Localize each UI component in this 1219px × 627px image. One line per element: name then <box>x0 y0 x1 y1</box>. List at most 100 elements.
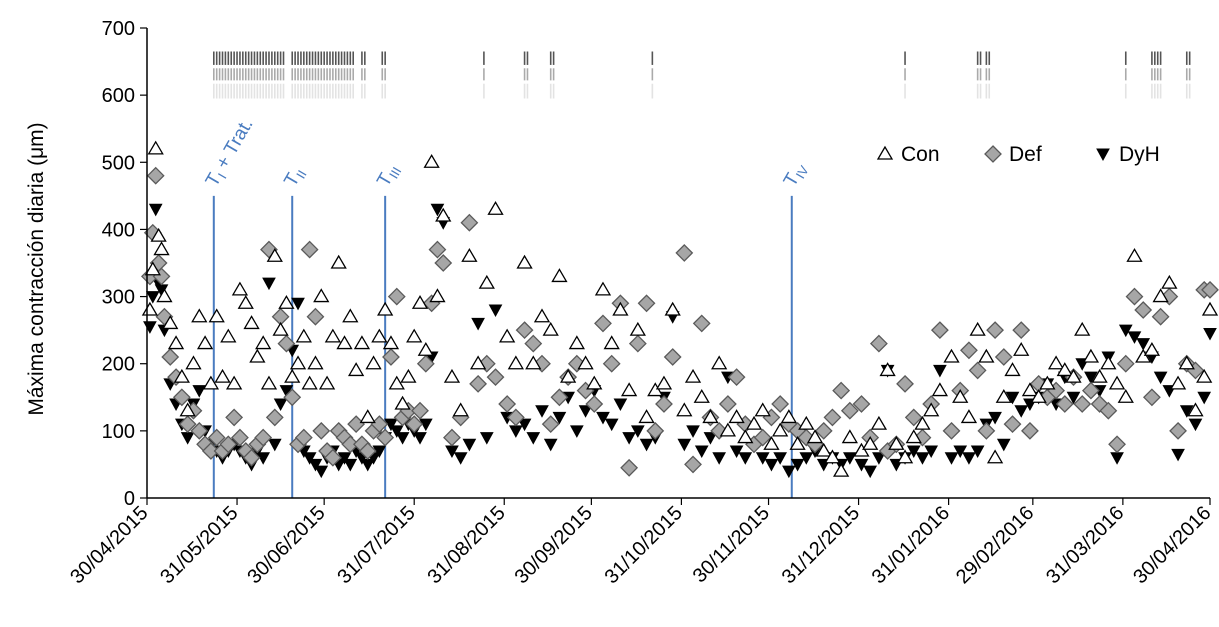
point-def <box>506 408 525 427</box>
point-def <box>594 314 612 333</box>
point-dyh <box>712 452 727 465</box>
point-dyh <box>944 452 959 465</box>
legend-item-def: Def <box>984 143 1042 166</box>
point-dyh <box>578 405 593 418</box>
point-con <box>301 375 318 390</box>
legend-label: Def <box>1009 143 1042 166</box>
point-dyh <box>543 438 558 452</box>
point-def <box>896 374 914 393</box>
point-con <box>388 375 405 390</box>
point-con <box>754 402 771 417</box>
point-dyh <box>273 398 288 412</box>
point-dyh <box>953 445 968 459</box>
point-con <box>324 328 342 343</box>
point-con <box>156 288 173 303</box>
point-con <box>745 415 763 430</box>
point-con <box>676 402 693 417</box>
point-con <box>841 429 858 444</box>
point-con <box>862 435 879 450</box>
point-dyh <box>639 438 654 452</box>
point-con <box>612 301 629 316</box>
point-con <box>423 153 440 168</box>
point-con <box>1143 341 1161 356</box>
point-def <box>254 428 273 447</box>
point-con <box>336 335 353 350</box>
point-con <box>278 294 295 309</box>
point-con <box>313 288 330 303</box>
point-dyh <box>613 398 628 412</box>
point-def <box>219 435 238 454</box>
point-dyh <box>1014 405 1029 418</box>
point-dyh <box>143 321 157 334</box>
point-def <box>225 408 244 427</box>
point-dyh <box>996 438 1011 452</box>
point-con <box>995 388 1012 403</box>
point-def <box>161 348 180 366</box>
point-def <box>1108 435 1126 454</box>
point-def <box>405 415 424 434</box>
point-def <box>814 421 833 440</box>
point-con <box>1056 362 1073 377</box>
point-con <box>1201 301 1219 316</box>
point-con <box>638 409 655 424</box>
point-dyh <box>256 452 271 465</box>
point-con <box>577 355 594 370</box>
legend: Con Def DyH <box>876 143 1160 166</box>
point-con <box>487 200 504 215</box>
point-con <box>711 355 728 370</box>
point-def <box>460 213 479 232</box>
point-con <box>191 308 208 323</box>
point-dyh <box>799 452 814 465</box>
point-def <box>1134 301 1153 319</box>
point-dyh <box>915 452 930 465</box>
point-dyh <box>291 297 305 311</box>
point-def <box>1099 401 1118 420</box>
point-con <box>1074 321 1091 336</box>
treatment-label: TIV <box>780 159 812 191</box>
point-con <box>377 301 394 316</box>
point-con <box>359 409 376 424</box>
point-con <box>411 294 429 309</box>
point-dyh <box>1153 371 1168 385</box>
x-tick-label: 30/04/2015 <box>66 502 152 588</box>
point-def <box>1073 395 1092 413</box>
point-dyh <box>604 418 619 432</box>
legend-symbol-def <box>984 145 1002 163</box>
x-tick-label: 30/04/2016 <box>1129 502 1215 588</box>
point-con <box>789 435 806 450</box>
treatment-label: TI + Trat. <box>202 115 259 191</box>
point-con <box>478 274 495 289</box>
point-def <box>178 415 197 434</box>
point-def <box>190 421 209 440</box>
point-con <box>353 335 371 350</box>
point-con <box>1047 355 1065 370</box>
series-con <box>141 140 1219 477</box>
point-def <box>602 354 621 373</box>
point-con <box>1021 382 1039 397</box>
point-dyh <box>413 432 427 445</box>
point-dyh <box>872 452 886 465</box>
point-con <box>469 355 487 370</box>
y-axis-title: Máxima contracción diaria (μm) <box>25 122 48 415</box>
point-con <box>202 375 220 390</box>
point-dyh <box>535 405 549 418</box>
point-def <box>300 240 319 259</box>
point-def <box>428 240 447 259</box>
point-con <box>737 429 754 444</box>
point-dyh <box>755 452 770 465</box>
point-def <box>294 428 313 447</box>
point-def <box>347 415 366 434</box>
point-dyh <box>180 432 195 445</box>
point-dyh <box>314 465 329 479</box>
point-dyh <box>694 445 709 459</box>
point-def <box>655 395 673 413</box>
point-con <box>443 368 461 383</box>
point-def <box>753 428 772 447</box>
point-con <box>551 268 568 283</box>
point-dyh <box>267 438 282 452</box>
point-con <box>888 435 905 450</box>
point-dyh <box>343 458 358 472</box>
point-def <box>498 395 517 413</box>
point-def <box>727 368 746 387</box>
point-def <box>1003 415 1022 434</box>
